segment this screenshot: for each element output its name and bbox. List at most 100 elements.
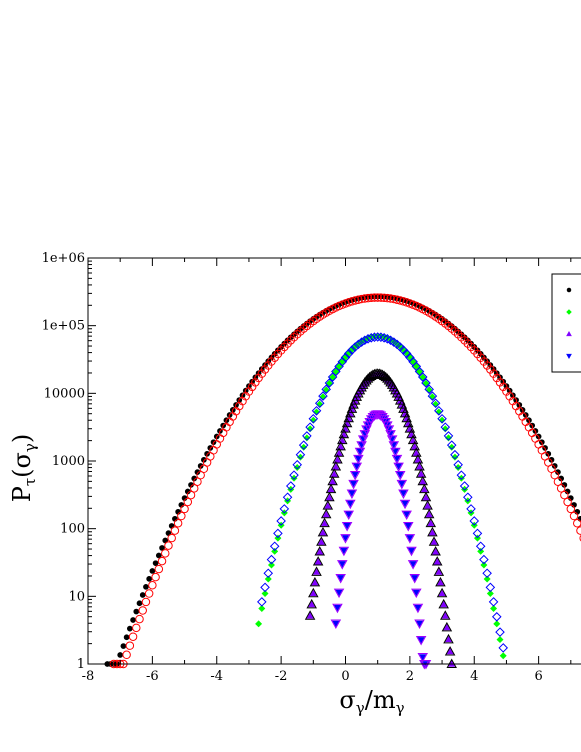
data-point [343,412,354,423]
data-point [440,610,451,620]
data-point [144,589,154,598]
data-point [399,499,411,510]
data-point [412,589,420,597]
data-point [463,492,473,503]
data-point [435,408,443,416]
data-point [357,294,366,304]
data-point [313,408,321,416]
data-point [441,612,449,619]
data-point [335,574,346,584]
x-tick-label: -8 [82,669,95,684]
data-point [361,425,372,435]
data-point [396,471,404,479]
data-point [443,633,454,644]
data-point [430,546,441,556]
data-point [159,545,165,551]
data-point [306,598,317,609]
data-point [379,333,389,343]
data-point [560,490,569,500]
data-point [338,561,346,568]
data-point [332,368,340,376]
data-point [415,468,427,478]
data-point [576,526,581,535]
data-point [395,296,405,305]
legend-marker [566,331,572,337]
data-point [419,654,427,661]
data-point [333,604,342,612]
data-point [396,479,408,490]
data-point [360,294,370,303]
data-point [319,528,327,536]
data-point [167,533,176,543]
data-point [407,560,419,570]
data-point [425,517,437,528]
data-point [434,405,444,416]
data-point [138,606,147,615]
data-point [335,440,346,451]
x-axis-label-sub-gamma-2: γ [396,699,405,717]
data-point [317,538,325,545]
x-axis-label-slash-m: /m [365,686,396,714]
data-point [457,474,465,482]
data-point [416,368,424,376]
data-point [186,490,196,500]
data-point [285,481,296,491]
data-point [438,589,446,597]
y-tick-label: 1000 [52,454,85,469]
data-point [141,597,151,607]
data-point [401,500,409,508]
data-point [443,623,451,631]
data-point [354,455,362,463]
data-point [349,480,358,488]
data-point [485,582,496,593]
data-point [415,463,424,470]
data-point [415,620,424,628]
data-point [493,620,501,628]
data-point [136,600,143,607]
data-point [302,431,312,441]
data-point [170,526,180,535]
data-point [300,443,308,451]
y-tick-label: 10000 [44,386,85,401]
legend-marker [566,287,572,293]
data-point [414,619,425,630]
data-point [319,517,330,528]
legend-marker [566,353,572,359]
data-point [267,561,275,569]
data-point [335,362,343,370]
y-axis-label-p: P [8,486,36,502]
data-point [341,522,353,532]
data-point [389,294,399,304]
data-point [337,575,345,582]
x-tick-label: -2 [275,669,288,684]
data-point [469,516,480,526]
x-tick-label: -4 [210,669,223,684]
data-point [435,568,443,575]
data-point [422,493,430,501]
data-point [402,522,414,532]
data-point [123,634,130,641]
data-point [422,500,433,510]
data-point [365,370,377,380]
data-point [343,522,351,530]
data-point [453,459,463,470]
data-point [386,435,398,445]
data-point [391,454,403,465]
data-point [322,510,330,518]
data-point [316,400,324,408]
data-point [341,535,350,542]
data-point [314,546,326,556]
data-point [260,582,270,593]
data-point [261,590,269,598]
series-layer [104,293,581,670]
data-point [446,440,457,450]
data-point [338,428,350,439]
y-tick-label: 10 [68,589,85,604]
data-point [499,652,507,660]
data-point [398,489,409,500]
data-point [343,510,354,521]
data-point [329,373,337,381]
data-point [417,372,428,382]
data-point [320,508,332,519]
data-point [321,519,329,527]
